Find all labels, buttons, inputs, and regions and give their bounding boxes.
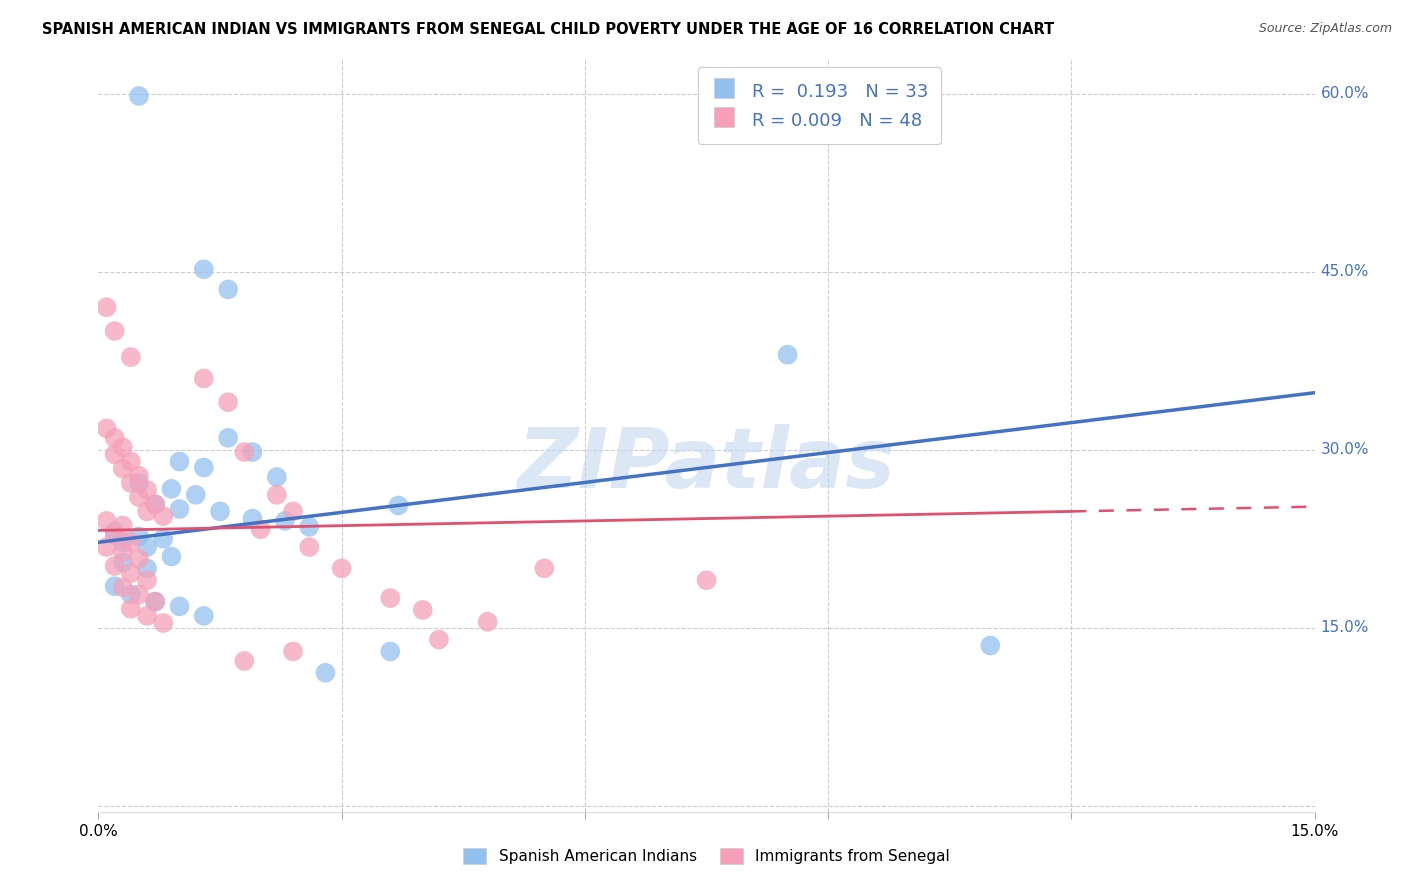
- Point: [427, 632, 450, 647]
- Point: [152, 532, 174, 546]
- Point: [193, 460, 215, 475]
- Point: [242, 445, 264, 459]
- Point: [169, 599, 191, 614]
- Point: [128, 490, 150, 504]
- Text: SPANISH AMERICAN INDIAN VS IMMIGRANTS FROM SENEGAL CHILD POVERTY UNDER THE AGE O: SPANISH AMERICAN INDIAN VS IMMIGRANTS FR…: [42, 22, 1054, 37]
- Point: [136, 561, 159, 575]
- Point: [120, 601, 142, 615]
- Point: [209, 504, 232, 518]
- Point: [152, 509, 174, 524]
- Point: [696, 574, 718, 588]
- Point: [274, 514, 297, 528]
- Point: [330, 561, 353, 575]
- Point: [128, 89, 150, 103]
- Legend: Spanish American Indians, Immigrants from Senegal: Spanish American Indians, Immigrants fro…: [456, 840, 957, 871]
- Point: [776, 348, 799, 362]
- Point: [104, 524, 127, 539]
- Point: [143, 497, 166, 511]
- Point: [104, 528, 127, 542]
- Point: [111, 535, 134, 549]
- Point: [233, 654, 256, 668]
- Point: [217, 282, 239, 296]
- Point: [96, 421, 118, 435]
- Point: [143, 594, 166, 608]
- Point: [160, 549, 183, 564]
- Point: [128, 475, 150, 490]
- Point: [184, 488, 207, 502]
- Point: [143, 497, 166, 511]
- Point: [193, 608, 215, 623]
- Point: [169, 502, 191, 516]
- Point: [242, 511, 264, 525]
- Point: [380, 644, 402, 658]
- Point: [314, 665, 336, 680]
- Point: [136, 483, 159, 497]
- Point: [128, 529, 150, 543]
- Point: [169, 454, 191, 468]
- Point: [120, 454, 142, 468]
- Point: [104, 579, 127, 593]
- Point: [266, 470, 288, 484]
- Point: [387, 499, 409, 513]
- Point: [160, 482, 183, 496]
- Text: 60.0%: 60.0%: [1320, 87, 1369, 101]
- Point: [233, 445, 256, 459]
- Point: [104, 324, 127, 338]
- Point: [111, 580, 134, 594]
- Text: Source: ZipAtlas.com: Source: ZipAtlas.com: [1258, 22, 1392, 36]
- Point: [217, 395, 239, 409]
- Point: [412, 603, 434, 617]
- Point: [120, 475, 142, 490]
- Point: [111, 440, 134, 454]
- Point: [152, 615, 174, 630]
- Point: [120, 566, 142, 581]
- Text: 15.0%: 15.0%: [1320, 620, 1369, 635]
- Point: [533, 561, 555, 575]
- Point: [193, 262, 215, 277]
- Point: [111, 518, 134, 533]
- Point: [136, 504, 159, 518]
- Point: [298, 540, 321, 554]
- Point: [96, 300, 118, 314]
- Point: [136, 608, 159, 623]
- Point: [120, 350, 142, 364]
- Point: [979, 639, 1001, 653]
- Point: [193, 371, 215, 385]
- Point: [266, 488, 288, 502]
- Point: [104, 431, 127, 445]
- Point: [111, 545, 134, 559]
- Point: [96, 540, 118, 554]
- Text: 30.0%: 30.0%: [1320, 442, 1369, 458]
- Point: [111, 556, 134, 570]
- Point: [104, 559, 127, 574]
- Point: [120, 535, 142, 549]
- Point: [143, 594, 166, 608]
- Point: [120, 587, 142, 601]
- Text: ZIPatlas: ZIPatlas: [517, 425, 896, 506]
- Point: [249, 522, 271, 536]
- Point: [128, 552, 150, 566]
- Point: [380, 591, 402, 605]
- Point: [281, 644, 304, 658]
- Point: [136, 574, 159, 588]
- Point: [136, 540, 159, 554]
- Text: 45.0%: 45.0%: [1320, 264, 1369, 279]
- Point: [128, 468, 150, 483]
- Point: [217, 431, 239, 445]
- Point: [104, 447, 127, 461]
- Point: [281, 504, 304, 518]
- Point: [477, 615, 499, 629]
- Point: [298, 520, 321, 534]
- Point: [128, 587, 150, 601]
- Point: [111, 461, 134, 475]
- Point: [96, 514, 118, 528]
